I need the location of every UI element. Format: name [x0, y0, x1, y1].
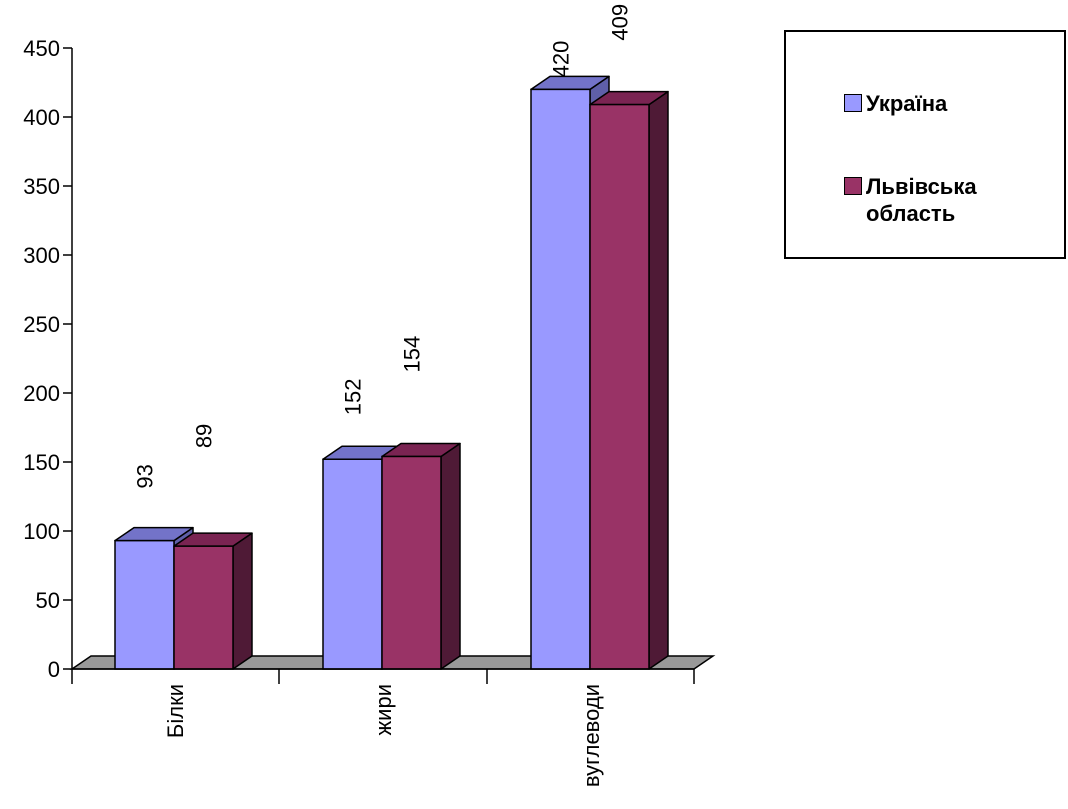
y-tick-label: 200 [23, 381, 60, 406]
y-tick-label: 0 [48, 657, 60, 682]
data-label: 420 [549, 41, 574, 78]
data-label: 154 [400, 336, 425, 373]
bar [381, 442, 461, 670]
axes-group [63, 47, 695, 684]
y-tick-label: 350 [23, 174, 60, 199]
bar-side [648, 90, 669, 670]
bars-group [114, 75, 669, 670]
legend-swatch-ukraine [844, 94, 862, 112]
y-tick-label: 50 [36, 588, 60, 613]
category-label: вуглеводи [579, 684, 604, 787]
bar-side [232, 532, 253, 670]
data-label: 152 [341, 379, 366, 416]
legend-label-ukraine: Україна [866, 91, 948, 116]
bar-front [589, 103, 650, 670]
data-label: 89 [192, 424, 217, 448]
y-tick-label: 250 [23, 312, 60, 337]
legend: Україна Львівська область [784, 30, 1066, 259]
legend-swatch-lviv [844, 177, 862, 195]
y-tick-label: 450 [23, 36, 60, 61]
legend-item-ukraine: Україна [844, 90, 1016, 117]
bar-side [440, 442, 461, 670]
bar-front [173, 545, 234, 670]
category-label: Білки [163, 684, 188, 738]
bar [173, 532, 253, 670]
bar-front [381, 455, 442, 670]
data-label: 93 [133, 464, 158, 488]
bar-front [114, 539, 175, 670]
category-label: жири [371, 684, 396, 736]
y-tick-label: 150 [23, 450, 60, 475]
data-label: 409 [608, 4, 633, 41]
y-tick-label: 400 [23, 105, 60, 130]
legend-label-lviv: Львівська область [866, 174, 977, 226]
y-tick-label: 100 [23, 519, 60, 544]
legend-item-lviv: Львівська область [844, 173, 1016, 227]
bar-front [530, 88, 591, 670]
bar-front [322, 458, 383, 670]
y-tick-label: 300 [23, 243, 60, 268]
bar [589, 90, 669, 670]
labels-group: 0 50 100 150 200 250 300 350 400 450 93 89 152 154 420… [23, 4, 632, 787]
